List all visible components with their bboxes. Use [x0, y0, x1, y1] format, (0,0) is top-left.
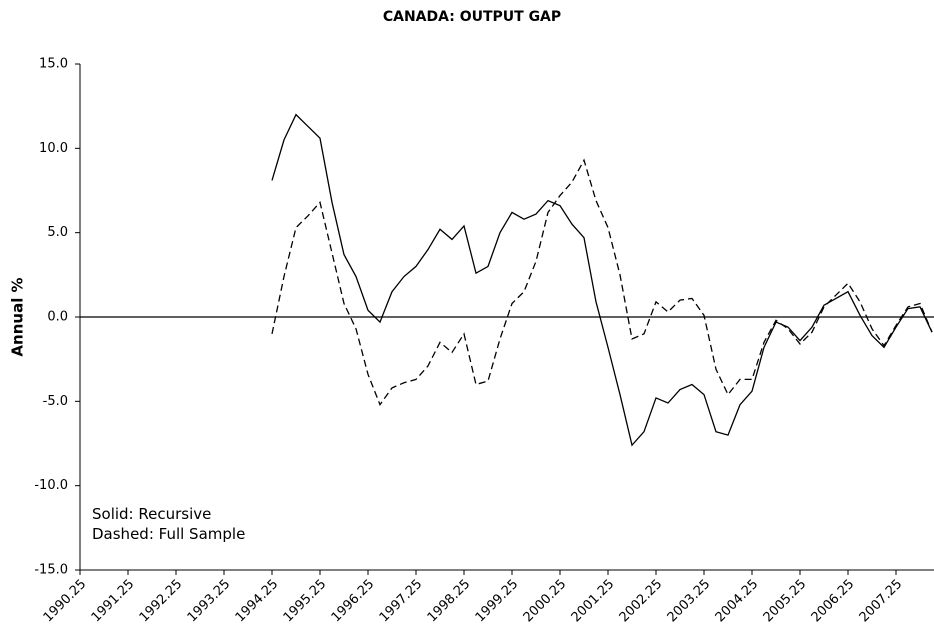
y-tick-label: 15.0: [39, 57, 68, 72]
y-tick-label: -5.0: [43, 394, 68, 409]
y-tick-label: 0.0: [47, 310, 68, 325]
x-tick-label: 2002.25: [617, 577, 666, 626]
x-tick-label: 1991.25: [89, 577, 138, 626]
series-line: [271, 113, 933, 447]
x-tick-label: 1993.25: [185, 577, 234, 626]
x-tick-label: 2005.25: [761, 577, 810, 626]
x-tick-label: 2004.25: [713, 577, 762, 626]
x-tick-label: 2000.25: [521, 577, 570, 626]
x-tick-label: 1997.25: [377, 577, 426, 626]
series-line: [271, 158, 933, 407]
x-tick-label: 2001.25: [569, 577, 618, 626]
y-tick-label: -10.0: [34, 478, 68, 493]
chart-title: CANADA: OUTPUT GAP: [383, 9, 561, 25]
x-tick-label: 2006.25: [809, 577, 858, 626]
x-tick-label: 1995.25: [281, 577, 330, 626]
x-tick-label: 1992.25: [137, 577, 186, 626]
y-axis-label: Annual %: [9, 277, 27, 356]
x-tick-label: 2007.25: [857, 577, 906, 626]
x-tick-label: 1998.25: [425, 577, 474, 626]
y-tick-label: 10.0: [39, 141, 68, 156]
x-tick-label: 1990.25: [41, 577, 90, 626]
y-tick-label: 5.0: [47, 225, 68, 240]
x-tick-label: 1996.25: [329, 577, 378, 626]
annotation: Solid: Recursive: [92, 505, 211, 523]
x-tick-label: 1999.25: [473, 577, 522, 626]
y-tick-label: -15.0: [34, 563, 68, 578]
annotation: Dashed: Full Sample: [92, 525, 245, 543]
x-tick-label: 2003.25: [665, 577, 714, 626]
x-tick-label: 1994.25: [233, 577, 282, 626]
